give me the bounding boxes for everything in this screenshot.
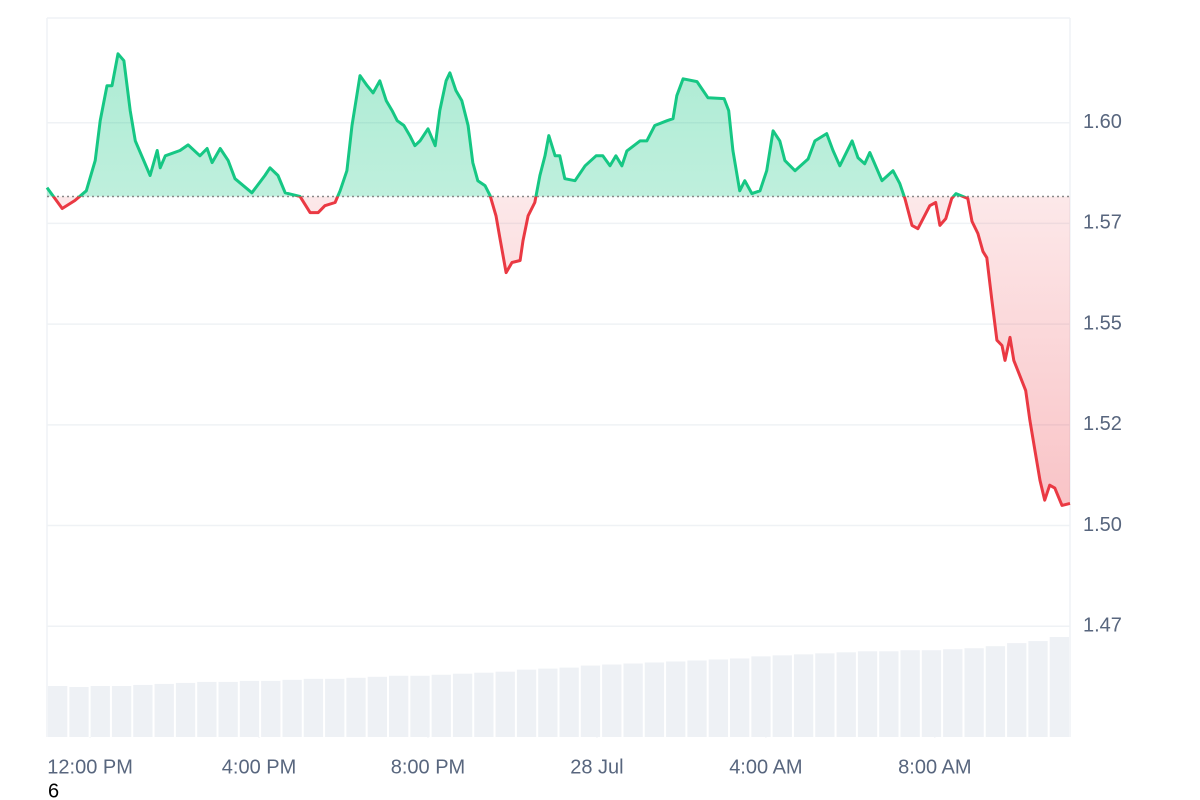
volume-bar [346,677,366,737]
volume-bar [580,665,601,737]
volume-bar [730,658,750,737]
price-line-up [45,52,967,197]
volume-bar [943,649,963,737]
volume-bar [964,648,984,737]
volume-bar [1028,641,1048,737]
volume-bar [431,674,451,737]
area-down [47,196,1070,506]
volume-bar [623,663,643,737]
volume-bar [325,678,345,737]
volume-bar [90,685,110,737]
x-tick-label: 4:00 AM [729,756,802,778]
volume-bar [111,685,132,737]
volume-bar [666,661,686,737]
y-tick-label: 1.47 [1083,615,1122,637]
x-tick-label: 8:00 PM [391,756,465,778]
area-up [47,53,963,197]
volume-bar [793,654,814,737]
y-tick-label: 1.57 [1083,212,1122,234]
volume-bar [985,646,1006,737]
y-tick-label: 1.50 [1083,514,1122,536]
x-tick-label: 8:00 AM [898,756,971,778]
x-tick-label: 12:00 PM [47,756,133,778]
x-tick-label: 28 Jul [570,756,623,778]
volume-bar [751,656,771,737]
volume-bar [644,662,665,737]
volume-bar [516,669,537,737]
volume-bar [836,652,856,737]
volume-bar [772,655,792,737]
volume-bar [218,681,238,737]
volume-bar [48,685,68,737]
volume-bar [1007,643,1027,737]
y-tick-label: 1.55 [1083,312,1122,334]
volume-bar [708,659,728,737]
volume-bar [815,653,835,737]
volume-bar [921,650,942,737]
volume-bar [879,651,899,737]
volume-bar [69,687,89,737]
volume-bar [133,684,153,737]
price-line-down [51,196,1071,507]
volume-bar [154,683,174,737]
volume-bar [538,668,558,737]
volume-bar [367,676,387,737]
volume-bar [197,681,217,737]
volume-bar [602,664,622,737]
volume-bar [687,660,707,737]
volume-bar [1049,637,1069,737]
y-tick-label: 1.52 [1083,413,1122,435]
y-tick-label: 1.60 [1083,111,1122,133]
volume-bar [410,675,430,737]
volume-bar [239,680,260,737]
volume-bar [389,675,409,737]
volume-bar [303,678,324,737]
volume-bar [261,680,281,737]
volume-bar [282,679,302,737]
volume-bar [559,667,579,737]
volume-bar [857,651,878,737]
volume-bar [900,650,920,737]
volume-bar [495,671,515,737]
volume-bar [175,682,196,737]
footnote: 6 [48,780,59,800]
volume-bar [474,672,494,737]
volume-bar [452,673,473,737]
x-tick-label: 4:00 PM [222,756,296,778]
